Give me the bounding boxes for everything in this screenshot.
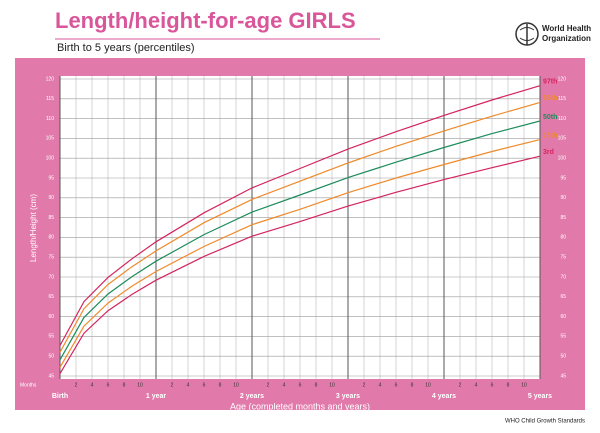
y-tick-label-right: 45 [560,373,566,379]
who-logo [515,22,539,46]
x-minor-tick-label: 2 [267,382,270,388]
x-axis-label: Age (completed months and years) [230,401,370,411]
footer: WHO Child Growth Standards [505,419,585,425]
x-minor-tick-label: 8 [411,382,414,388]
y-tick-label: 110 [46,116,54,122]
x-minor-tick-label: 6 [395,382,398,388]
percentile-line [59,120,541,361]
y-tick-label-right: 90 [560,195,566,201]
series-label: 50th [543,114,557,121]
series-label: 3rd [543,149,554,156]
x-tick-label: 3 years [336,393,360,400]
x-minor-tick-label: 6 [107,382,110,388]
y-axis-label: Length/Height (cm) [29,194,38,262]
y-tick-label-right: 110 [558,116,566,122]
y-tick-label: 105 [46,136,55,142]
x-minor-tick-label: 10 [425,382,431,388]
x-minor-tick-label: 6 [299,382,302,388]
y-tick-label-right: 105 [558,136,567,142]
y-tick-label: 60 [48,314,54,320]
y-tick-label: 90 [48,195,54,201]
y-tick-label-right: 65 [560,294,566,300]
y-tick-label-right: 80 [560,235,566,241]
series-label: 97th [543,79,557,86]
y-tick-label-right: 85 [560,215,566,221]
x-unit-label: Months [20,382,37,388]
logo-text: World Health [542,24,591,33]
x-minor-tick-label: 4 [91,382,94,388]
x-tick-label: 1 year [146,393,167,400]
x-minor-tick-label: 8 [315,382,318,388]
y-tick-label-right: 50 [560,354,566,360]
y-tick-label: 75 [48,255,54,261]
x-minor-tick-label: 6 [203,382,206,388]
y-tick-label: 50 [48,354,54,360]
x-minor-tick-label: 2 [171,382,174,388]
x-minor-tick-label: 2 [75,382,78,388]
y-tick-label-right: 120 [558,76,567,82]
x-minor-tick-label: 8 [219,382,222,388]
y-tick-label-right: 60 [560,314,566,320]
x-minor-tick-label: 6 [491,382,494,388]
x-tick-label: Birth [52,393,68,400]
x-minor-tick-label: 8 [123,382,126,388]
y-tick-label: 55 [48,334,54,340]
y-tick-label: 95 [48,175,54,181]
page-title: Length/height-for-age GIRLS [55,8,356,33]
series-label: 15th [543,132,557,139]
x-minor-tick-label: 4 [379,382,382,388]
logo-text: Organization [542,34,591,43]
x-minor-tick-label: 10 [137,382,143,388]
y-tick-label: 100 [46,156,55,162]
y-tick-label: 85 [48,215,54,221]
x-minor-tick-label: 4 [283,382,286,388]
y-tick-label: 120 [46,76,55,82]
percentile-line [59,85,541,346]
x-minor-tick-label: 2 [459,382,462,388]
x-minor-tick-label: 10 [233,382,239,388]
y-tick-label-right: 70 [560,274,566,280]
y-tick-label-right: 95 [560,175,566,181]
subtitle: Birth to 5 years (percentiles) [57,42,195,54]
x-minor-tick-label: 4 [187,382,190,388]
x-minor-tick-label: 10 [329,382,335,388]
percentile-line [59,101,541,353]
y-tick-label: 45 [48,373,54,379]
x-minor-tick-label: 4 [475,382,478,388]
x-tick-label: 2 years [240,393,264,400]
percentile-line [59,139,541,368]
y-tick-label-right: 75 [560,255,566,261]
series-label: 85th [543,95,557,102]
percentile-line [59,155,541,374]
x-minor-tick-label: 2 [363,382,366,388]
y-tick-label: 70 [48,274,54,280]
x-tick-label: 4 years [432,393,456,400]
y-tick-label: 65 [48,294,54,300]
y-tick-label-right: 115 [558,96,566,102]
y-tick-label: 80 [48,235,54,241]
x-tick-label: 5 years [528,393,552,400]
x-minor-tick-label: 8 [507,382,510,388]
y-tick-label: 115 [46,96,54,102]
y-tick-label-right: 100 [558,156,567,162]
y-tick-label-right: 55 [560,334,566,340]
x-minor-tick-label: 10 [521,382,527,388]
